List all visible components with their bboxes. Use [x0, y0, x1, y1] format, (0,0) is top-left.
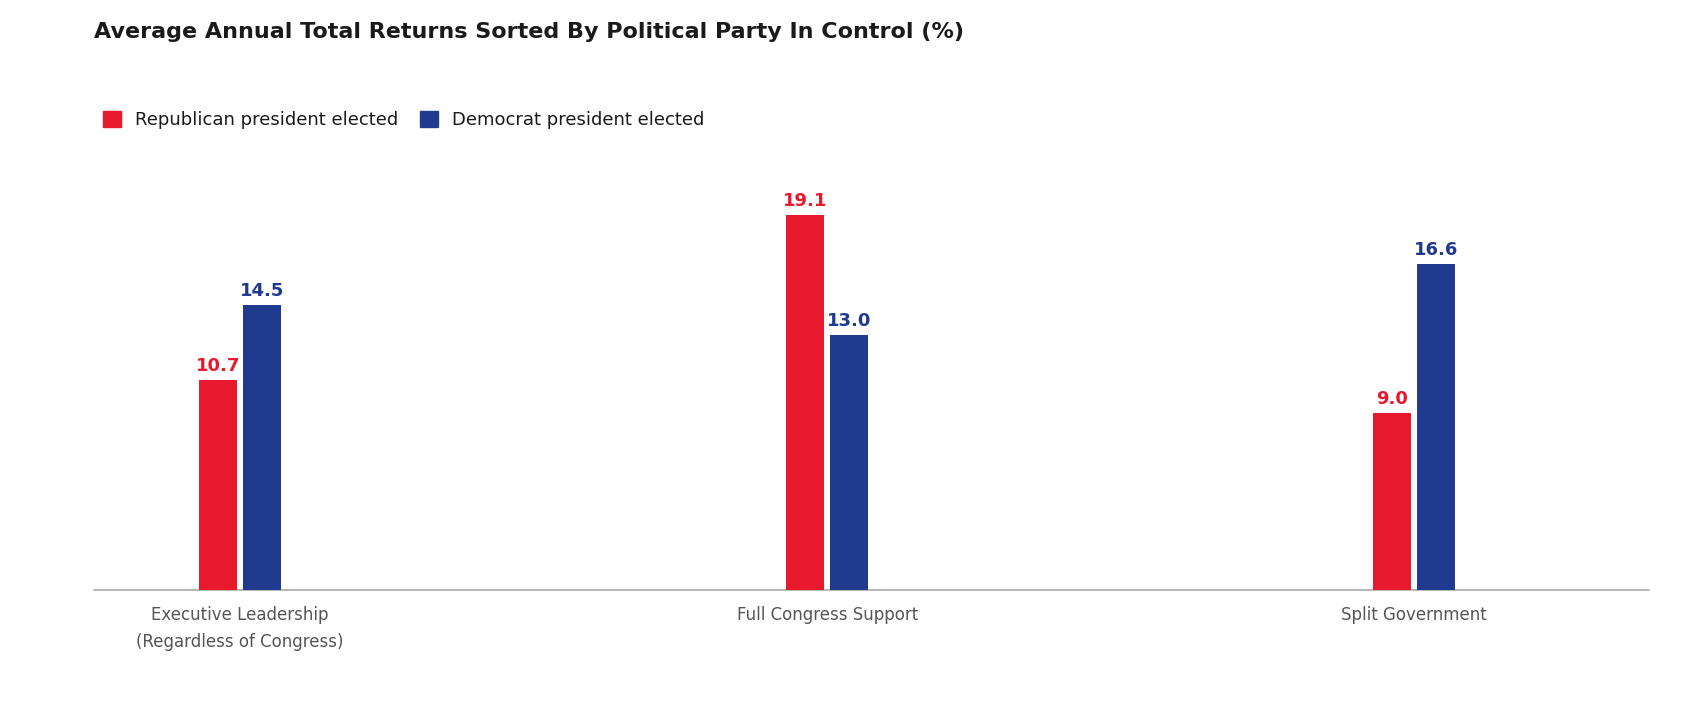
- Text: 14.5: 14.5: [240, 283, 284, 301]
- Text: 9.0: 9.0: [1377, 390, 1408, 408]
- Bar: [1374, 413, 1411, 590]
- Text: 19.1: 19.1: [784, 192, 828, 210]
- Bar: [830, 334, 869, 590]
- Text: 16.6: 16.6: [1414, 241, 1459, 259]
- Text: Average Annual Total Returns Sorted By Political Party In Control (%): Average Annual Total Returns Sorted By P…: [94, 22, 964, 42]
- Bar: [1418, 264, 1455, 590]
- Text: 13.0: 13.0: [828, 312, 872, 330]
- Legend: Republican president elected, Democrat president elected: Republican president elected, Democrat p…: [102, 111, 706, 129]
- Text: 10.7: 10.7: [196, 357, 240, 375]
- Bar: [243, 306, 280, 590]
- Bar: [199, 380, 238, 590]
- Bar: [785, 215, 824, 590]
